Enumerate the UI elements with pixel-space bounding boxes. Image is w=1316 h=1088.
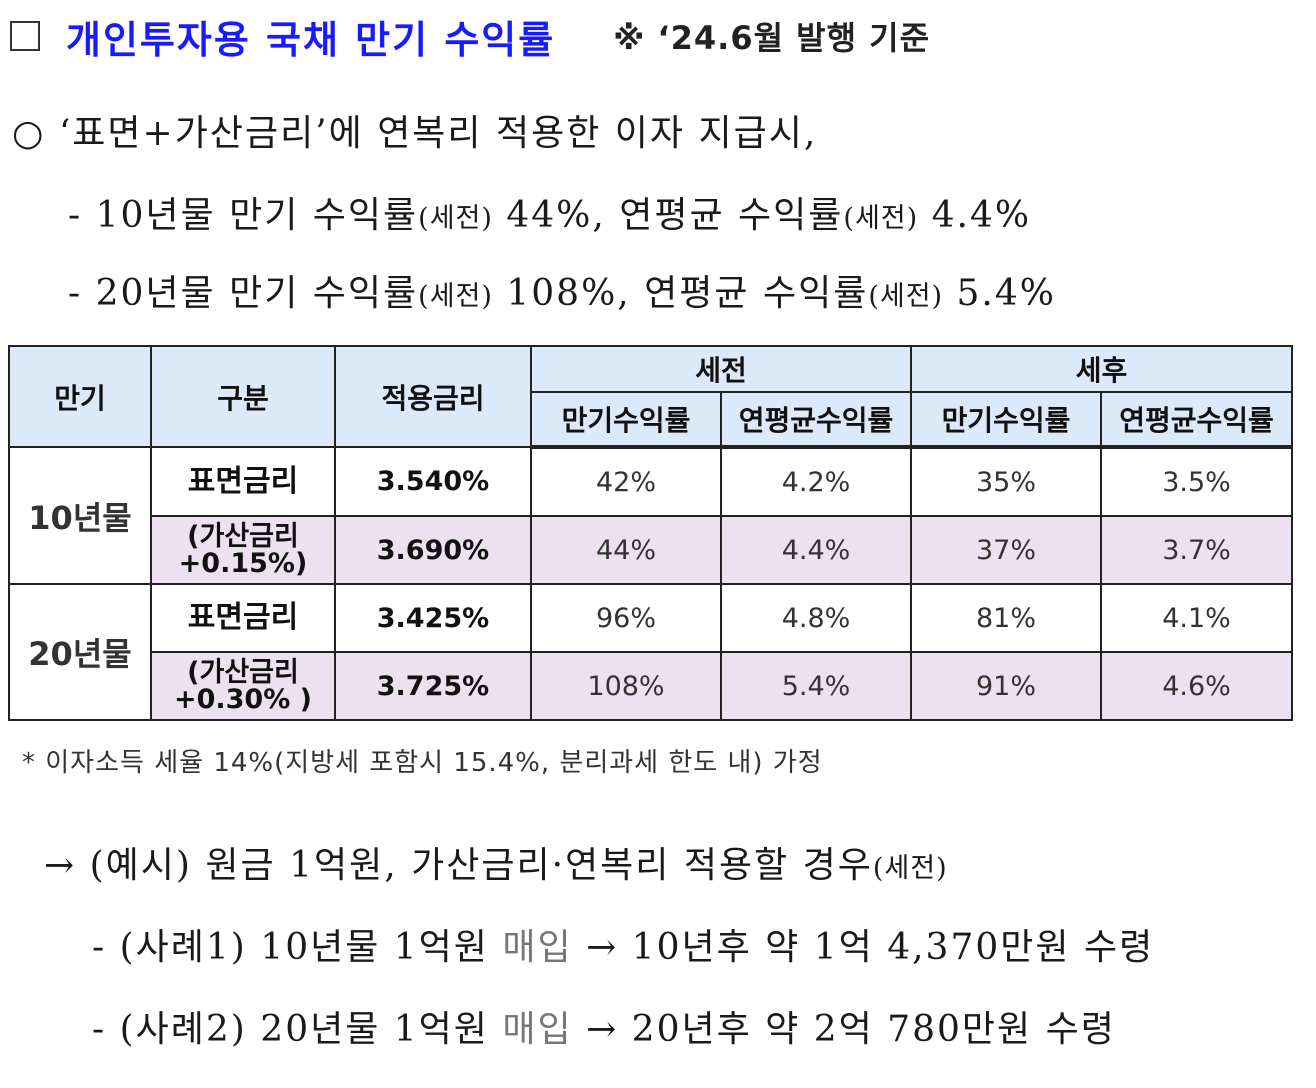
kind-cell: 표면금리 bbox=[150, 583, 336, 653]
rate-cell: 3.425% bbox=[334, 583, 532, 653]
page-title: 개인투자용 국채 만기 수익률 bbox=[66, 17, 556, 62]
table-row: (가산금리 +0.30% ) 3.725% 108% 5.4% 91% 4.6% bbox=[9, 651, 1293, 721]
header-pretax: 세전 bbox=[530, 345, 912, 393]
rate-cell: 3.725% bbox=[334, 651, 532, 721]
value-cell: 4.1% bbox=[1100, 583, 1293, 653]
header-pretax-maturity: 만기수익률 bbox=[530, 391, 722, 449]
example-intro: → (예시) 원금 1억원, 가산금리·연복리 적용할 경우(세전) bbox=[44, 845, 948, 886]
value-cell: 91% bbox=[910, 651, 1102, 721]
header-posttax-maturity: 만기수익률 bbox=[910, 391, 1102, 449]
value-cell: 42% bbox=[530, 446, 722, 517]
tax-footnote: * 이자소득 세율 14%(지방세 포함시 15.4%, 분리과세 한도 내) … bbox=[22, 748, 823, 778]
value-cell: 3.7% bbox=[1100, 515, 1293, 585]
value-cell: 4.8% bbox=[720, 583, 912, 653]
section-heading: 개인투자용 국채 만기 수익률 ※ ‘24.6월 발행 기준 bbox=[10, 6, 930, 66]
example-case-2: - (사례2) 20년물 1억원 매입 → 20년후 약 2억 780만원 수령 bbox=[92, 1009, 1116, 1050]
value-cell: 44% bbox=[530, 515, 722, 585]
header-pretax-annual: 연평균수익률 bbox=[720, 391, 912, 449]
summary-intro: ○ ‘표면+가산금리’에 연복리 적용한 이자 지급시, bbox=[12, 113, 818, 154]
value-cell: 108% bbox=[530, 651, 722, 721]
header-posttax-annual: 연평균수익률 bbox=[1100, 391, 1293, 449]
kind-cell: 표면금리 bbox=[150, 446, 336, 517]
value-cell: 35% bbox=[910, 446, 1102, 517]
header-rate: 적용금리 bbox=[334, 345, 532, 448]
table-row: 20년물 표면금리 3.425% 96% 4.8% 81% 4.1% bbox=[8, 583, 1293, 721]
yield-table: 만기 구분 적용금리 세전 세후 만기수익률 연평균수익률 만기수익률 연평균수… bbox=[8, 345, 1293, 721]
table-row: 10년물 표면금리 3.540% 42% 4.2% 35% 3.5% bbox=[8, 446, 1293, 585]
checkbox-icon bbox=[10, 21, 40, 51]
rate-cell: 3.690% bbox=[334, 515, 532, 585]
value-cell: 81% bbox=[910, 583, 1102, 653]
rate-cell: 3.540% bbox=[334, 446, 532, 517]
value-cell: 5.4% bbox=[720, 651, 912, 721]
value-cell: 37% bbox=[910, 515, 1102, 585]
value-cell: 4.2% bbox=[720, 446, 912, 517]
term-cell: 10년물 bbox=[8, 446, 152, 585]
issue-basis-note: ※ ‘24.6월 발행 기준 bbox=[613, 19, 931, 57]
header-term: 만기 bbox=[8, 345, 152, 448]
header-posttax: 세후 bbox=[910, 345, 1293, 393]
header-kind: 구분 bbox=[150, 345, 336, 448]
value-cell: 4.4% bbox=[720, 515, 912, 585]
kind-cell: (가산금리 +0.15%) bbox=[150, 515, 336, 585]
value-cell: 3.5% bbox=[1100, 446, 1293, 517]
kind-cell: (가산금리 +0.30% ) bbox=[150, 651, 336, 721]
summary-20yr: - 20년물 만기 수익률(세전) 108%, 연평균 수익률(세전) 5.4% bbox=[68, 273, 1056, 314]
value-cell: 96% bbox=[530, 583, 722, 653]
table-row: (가산금리 +0.15%) 3.690% 44% 4.4% 37% 3.7% bbox=[9, 515, 1293, 585]
value-cell: 4.6% bbox=[1100, 651, 1293, 721]
summary-10yr: - 10년물 만기 수익률(세전) 44%, 연평균 수익률(세전) 4.4% bbox=[68, 195, 1032, 236]
term-cell: 20년물 bbox=[8, 583, 152, 721]
example-case-1: - (사례1) 10년물 1억원 매입 → 10년후 약 1억 4,370만원 … bbox=[92, 927, 1155, 968]
